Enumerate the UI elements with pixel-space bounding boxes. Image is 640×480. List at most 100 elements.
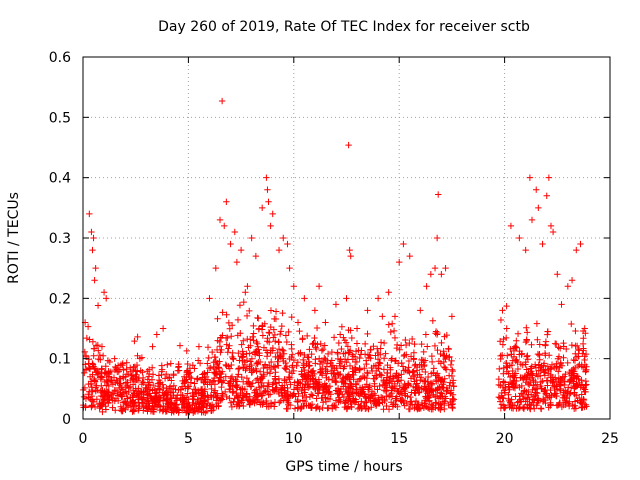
data-point-peak	[516, 234, 523, 242]
data-point	[538, 405, 545, 413]
data-point	[555, 368, 562, 375]
data-point	[403, 351, 410, 358]
data-point	[450, 383, 457, 390]
data-point	[235, 365, 242, 373]
data-point	[267, 307, 275, 314]
data-point	[565, 384, 572, 391]
data-point	[553, 383, 560, 390]
data-point	[248, 383, 255, 390]
data-point	[312, 405, 320, 412]
data-point	[278, 322, 285, 330]
data-point	[200, 397, 208, 404]
data-point	[299, 384, 306, 391]
data-point	[85, 394, 92, 401]
data-point	[372, 352, 379, 359]
data-point	[553, 363, 560, 370]
data-point	[257, 376, 264, 383]
data-point	[440, 378, 447, 386]
data-point	[104, 357, 112, 364]
data-point	[434, 346, 441, 354]
data-point	[497, 316, 505, 324]
data-point	[202, 392, 209, 400]
data-point	[537, 382, 544, 390]
data-point	[396, 382, 403, 390]
data-point	[312, 385, 319, 393]
data-point	[182, 409, 190, 416]
data-point	[277, 397, 284, 405]
data-point	[443, 331, 451, 339]
data-point	[105, 399, 112, 406]
data-point	[134, 333, 141, 341]
y-tick-label: 0.1	[49, 352, 71, 368]
data-point	[290, 367, 297, 375]
data-point	[500, 335, 507, 343]
data-point	[397, 342, 405, 349]
data-point	[230, 377, 237, 385]
x-tick-label: 10	[285, 431, 303, 447]
data-point	[222, 334, 230, 342]
data-point	[542, 338, 550, 345]
data-point	[434, 378, 442, 385]
data-point	[249, 380, 256, 387]
data-point	[517, 360, 525, 368]
data-point	[109, 397, 116, 404]
data-point	[335, 339, 343, 347]
data-point	[500, 378, 507, 385]
data-point	[545, 352, 553, 359]
data-point	[338, 378, 345, 386]
data-point	[441, 375, 448, 382]
data-point	[547, 401, 554, 408]
data-point	[125, 388, 132, 396]
data-point	[552, 392, 560, 400]
data-point-peak	[433, 234, 441, 242]
data-point-peak	[153, 331, 160, 338]
data-point	[135, 385, 142, 392]
data-point	[496, 365, 503, 373]
data-point	[340, 365, 347, 372]
data-point	[264, 369, 271, 376]
data-point	[282, 366, 290, 373]
data-point	[512, 381, 520, 389]
data-point	[511, 384, 519, 392]
data-point	[334, 355, 342, 363]
data-point	[509, 372, 516, 379]
data-point	[274, 349, 281, 357]
data-point	[513, 337, 520, 344]
data-point	[362, 357, 370, 364]
data-point	[312, 344, 319, 351]
data-point	[332, 404, 340, 411]
data-point	[260, 382, 267, 389]
grid-lines	[83, 57, 610, 419]
data-point	[233, 381, 241, 389]
data-point	[393, 393, 401, 400]
data-point	[265, 391, 272, 398]
data-point	[148, 364, 156, 371]
data-point	[131, 363, 139, 370]
data-point	[582, 330, 589, 337]
data-point	[289, 392, 296, 399]
data-point	[582, 350, 590, 358]
data-point	[361, 351, 369, 358]
data-point	[412, 361, 419, 368]
data-point	[556, 381, 563, 388]
data-point	[260, 389, 267, 396]
data-point	[575, 346, 582, 353]
data-point	[166, 374, 173, 381]
data-point	[543, 377, 550, 384]
data-point	[353, 358, 361, 366]
data-point	[376, 370, 383, 378]
data-point	[126, 383, 134, 391]
data-point	[98, 366, 105, 373]
data-point	[295, 350, 302, 357]
data-point	[270, 387, 277, 394]
data-point	[80, 404, 87, 411]
data-point	[89, 361, 97, 368]
data-point	[396, 346, 403, 353]
data-point	[267, 358, 275, 366]
data-point	[227, 399, 235, 406]
data-point	[533, 401, 540, 409]
data-point	[388, 389, 395, 397]
data-point	[516, 384, 523, 391]
data-point	[422, 331, 430, 338]
data-point-peak	[533, 186, 540, 193]
